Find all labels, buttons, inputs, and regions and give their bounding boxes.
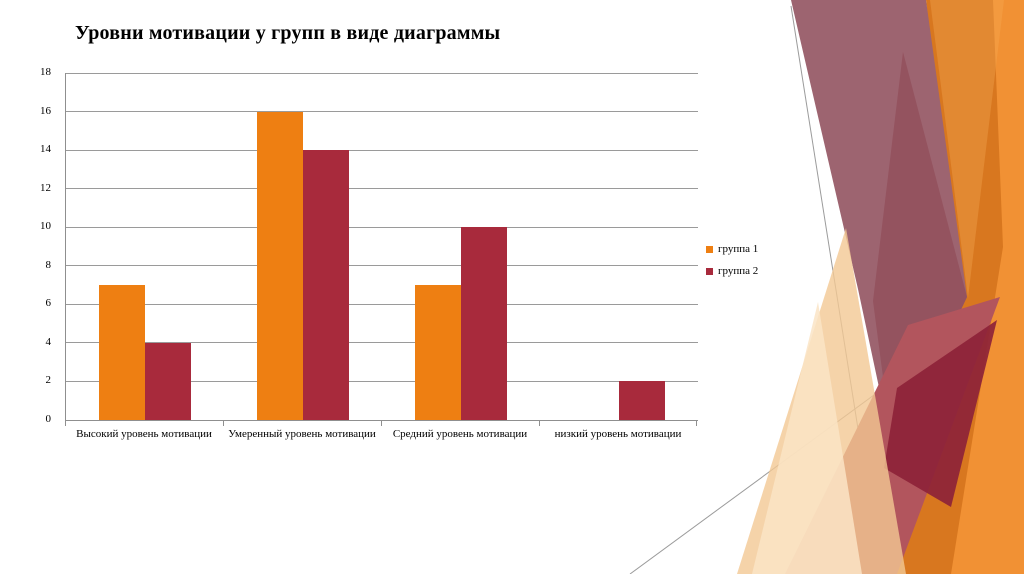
x-axis-tick [696,421,697,426]
bar-group-cat3 [382,73,540,420]
bar-series2-cat1 [145,342,191,420]
x-axis-tick [223,421,224,426]
y-tick-label: 14 [40,143,51,156]
bar-group-cat2 [224,73,382,420]
y-tick-label: 10 [40,220,51,233]
bar-series2-cat2 [303,150,349,420]
bar-series1-cat1 [99,285,145,420]
y-tick-label: 16 [40,104,51,117]
decoration-shape-rose [785,297,1000,574]
decoration-shape-peach-light [752,302,862,574]
bar-series1-cat3 [415,285,461,420]
category-labels: Высокий уровень мотивации Умеренный урове… [65,428,697,441]
gridline [66,303,698,305]
bar-groups [66,73,698,420]
gridline [66,380,698,382]
plot-area [65,72,698,421]
legend-item-1: группа 1 [706,238,758,260]
y-tick-label: 6 [45,297,52,310]
y-tick-label: 4 [45,335,52,348]
bar-series2-cat3 [461,227,507,420]
decoration-shape-orange-dark [886,0,1024,574]
decoration-shape-peach [737,228,906,574]
gridline [66,265,698,267]
category-label-3: Средний уровень мотивации [392,428,528,440]
decoration-shape-mauve [791,0,967,453]
y-tick-label: 12 [40,181,51,194]
bar-series1-cat2 [257,111,303,420]
decoration-line [790,5,882,574]
bar-group-cat4 [540,73,698,420]
gridline [66,226,698,228]
gridline [66,342,698,344]
decoration-shape-mauve-dark [873,52,967,453]
bar-group-cat1 [66,73,224,420]
decoration-shape-orange-pale [930,0,1004,298]
x-axis-tick [65,421,66,426]
legend-label: группа 2 [718,265,759,277]
decoration-shape-orange-bright [951,0,1024,574]
x-axis-tick [381,421,382,426]
y-tick-label: 0 [45,413,52,425]
category-label-2: Умеренный уровень мотивации [228,428,376,440]
bar-series2-cat4 [619,381,665,420]
y-tick-label: 2 [45,374,52,387]
y-axis-labels: 0 2 4 6 8 10 12 14 16 18 [0,66,58,425]
category-label-1: Высокий уровень мотивации [76,428,212,440]
category-label-4: низкий уровень мотивации [554,428,682,440]
legend-swatch [706,245,713,253]
y-tick-label: 8 [45,258,52,271]
legend: группа 1 группа 2 [706,238,758,282]
legend-swatch [706,267,713,275]
slide-title: Уровни мотивации у групп в виде диаграмм… [75,22,501,44]
x-axis-ticks [65,421,697,426]
legend-label: группа 1 [718,243,759,255]
x-axis-tick [539,421,540,426]
gridline [66,111,698,113]
gridline [66,188,698,190]
gridline [66,149,698,151]
legend-item-2: группа 2 [706,260,758,282]
decoration-shape-crimson [884,320,997,507]
y-tick-label: 18 [40,66,51,78]
gridline [66,72,698,74]
